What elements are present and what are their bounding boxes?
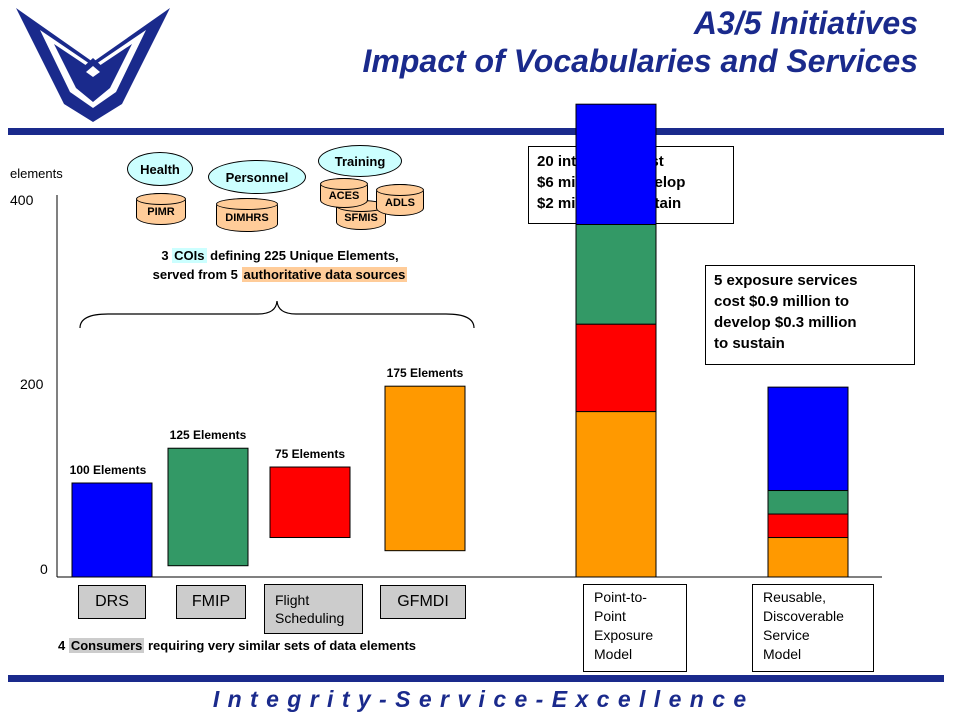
air-force-logo — [16, 8, 170, 122]
consumer-bar-label-1: 125 Elements — [170, 428, 247, 442]
reusable-model-label: Reusable, Discoverable Service Model — [752, 584, 874, 672]
db-aces: ACES — [320, 178, 368, 208]
y-axis-label: elements — [10, 166, 63, 181]
curly-brace — [79, 300, 475, 329]
coi-summary-part1: 3 — [161, 248, 173, 263]
coi-personnel-label: Personnel — [225, 169, 289, 185]
sources-highlight: authoritative data sources — [241, 267, 408, 282]
category-fmip: FMIP — [176, 585, 246, 619]
consumer-bar-label-3: 175 Elements — [387, 366, 464, 380]
coi-personnel: Personnel — [208, 160, 306, 194]
category-gfmdi: GFMDI — [380, 585, 466, 619]
category-flight-scheduling-label: Flight Scheduling — [275, 592, 345, 626]
y-tick-0: 0 — [40, 561, 48, 577]
services-cost-line-3: develop $0.3 million — [714, 314, 857, 331]
services-cost-callout: 5 exposure services cost $0.9 million to… — [705, 265, 915, 365]
services-cost-line-1: 5 exposure services — [714, 272, 858, 289]
coi-summary: 3 COIs defining 225 Unique Elements, ser… — [100, 246, 460, 284]
stack-0-segment-2 — [575, 224, 657, 325]
title-line-2: Impact of Vocabularies and Services — [362, 43, 918, 79]
coi-summary-part3: served from 5 — [152, 267, 242, 282]
services-cost-line-2: cost $0.9 million to — [714, 293, 850, 310]
p2p-model-line-1: Point-to- — [594, 589, 647, 605]
title-line-1: A3/5 Initiatives — [693, 5, 918, 41]
consumer-bar-2 — [269, 466, 351, 539]
db-pimr-label: PIMR — [147, 206, 175, 218]
db-pimr: PIMR — [136, 193, 186, 225]
stack-0-segment-1 — [575, 323, 657, 413]
reusable-model-line-3: Service — [763, 627, 810, 643]
consumer-bar-1 — [167, 447, 249, 567]
reusable-model-line-4: Model — [763, 646, 802, 662]
y-tick-400: 400 — [10, 192, 34, 208]
db-aces-label: ACES — [328, 190, 360, 202]
consumers-highlight: Consumers — [68, 638, 145, 653]
bottom-rule — [8, 675, 944, 682]
y-tick-200: 200 — [20, 376, 44, 392]
coi-summary-part2: defining 225 Unique Elements, — [206, 248, 399, 263]
db-adls: ADLS — [376, 184, 424, 216]
consumer-bar-label-0: 100 Elements — [70, 463, 147, 477]
p2p-model-label: Point-to- Point Exposure Model — [583, 584, 687, 672]
coi-training: Training — [318, 145, 402, 177]
reusable-model-line-2: Discoverable — [763, 608, 844, 624]
db-dimhrs: DIMHRS — [216, 198, 278, 232]
stack-1-segment-0 — [767, 537, 849, 578]
db-adls-label: ADLS — [385, 197, 415, 209]
top-rule — [8, 128, 944, 135]
coi-health-label: Health — [140, 161, 180, 177]
stack-1-segment-3 — [767, 386, 849, 492]
stack-0-segment-0 — [575, 411, 657, 578]
coi-training-label: Training — [334, 153, 386, 169]
consumer-bar-label-2: 75 Elements — [275, 447, 345, 461]
p2p-cost-callout: 20 interfaces cost $6 million to develop… — [528, 146, 734, 224]
p2p-model-line-2: Point — [594, 608, 626, 624]
p2p-cost-line-2: $6 million to develop — [537, 174, 686, 191]
coi-highlight: COIs — [172, 248, 207, 263]
consumer-bar-0 — [71, 482, 153, 578]
category-drs: DRS — [78, 585, 146, 619]
consumer-bar-3 — [384, 385, 466, 552]
coi-health: Health — [127, 152, 193, 186]
p2p-cost-line-3: $2 million to sustain — [537, 195, 682, 212]
footer-motto: I n t e g r i t y - S e r v i c e - E x … — [212, 686, 748, 712]
db-sfmis-label: SFMIS — [344, 212, 378, 224]
p2p-cost-line-1: 20 interfaces cost — [537, 153, 664, 170]
consumers-note: 4 Consumers requiring very similar sets … — [58, 638, 416, 653]
consumers-note-prefix: 4 — [58, 638, 69, 653]
services-cost-line-4: to sustain — [714, 335, 785, 352]
p2p-model-line-3: Exposure — [594, 627, 654, 643]
stack-1-segment-2 — [767, 490, 849, 515]
consumers-note-rest: requiring very similar sets of data elem… — [144, 638, 417, 653]
p2p-model-line-4: Model — [594, 646, 633, 662]
db-dimhrs-label: DIMHRS — [225, 212, 269, 224]
category-flight-scheduling: Flight Scheduling — [264, 584, 363, 634]
reusable-model-line-1: Reusable, — [763, 589, 827, 605]
stack-1-segment-1 — [767, 513, 849, 539]
page-title: A3/5 Initiatives Impact of Vocabularies … — [363, 4, 918, 80]
